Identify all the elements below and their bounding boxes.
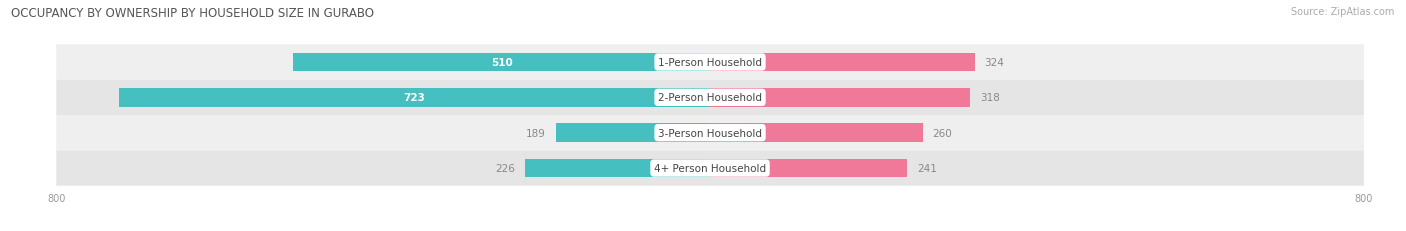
Bar: [710, 54, 974, 72]
Text: 318: 318: [980, 93, 1000, 103]
Bar: [710, 124, 922, 142]
Text: 723: 723: [404, 93, 426, 103]
FancyBboxPatch shape: [56, 151, 1364, 186]
Text: 226: 226: [496, 163, 516, 173]
Text: 189: 189: [526, 128, 546, 138]
FancyBboxPatch shape: [56, 80, 1364, 116]
Text: 260: 260: [932, 128, 952, 138]
Text: 1-Person Household: 1-Person Household: [658, 58, 762, 68]
Bar: [120, 89, 710, 107]
Bar: [555, 124, 710, 142]
Text: 510: 510: [491, 58, 513, 68]
FancyBboxPatch shape: [56, 116, 1364, 151]
Text: 324: 324: [984, 58, 1004, 68]
Bar: [294, 54, 710, 72]
Text: 4+ Person Household: 4+ Person Household: [654, 163, 766, 173]
FancyBboxPatch shape: [56, 45, 1364, 80]
Text: 2-Person Household: 2-Person Household: [658, 93, 762, 103]
Text: OCCUPANCY BY OWNERSHIP BY HOUSEHOLD SIZE IN GURABO: OCCUPANCY BY OWNERSHIP BY HOUSEHOLD SIZE…: [11, 7, 374, 20]
Text: 241: 241: [917, 163, 936, 173]
Text: Source: ZipAtlas.com: Source: ZipAtlas.com: [1291, 7, 1395, 17]
Bar: [710, 159, 907, 177]
Bar: [710, 89, 970, 107]
Text: 3-Person Household: 3-Person Household: [658, 128, 762, 138]
Bar: [526, 159, 710, 177]
